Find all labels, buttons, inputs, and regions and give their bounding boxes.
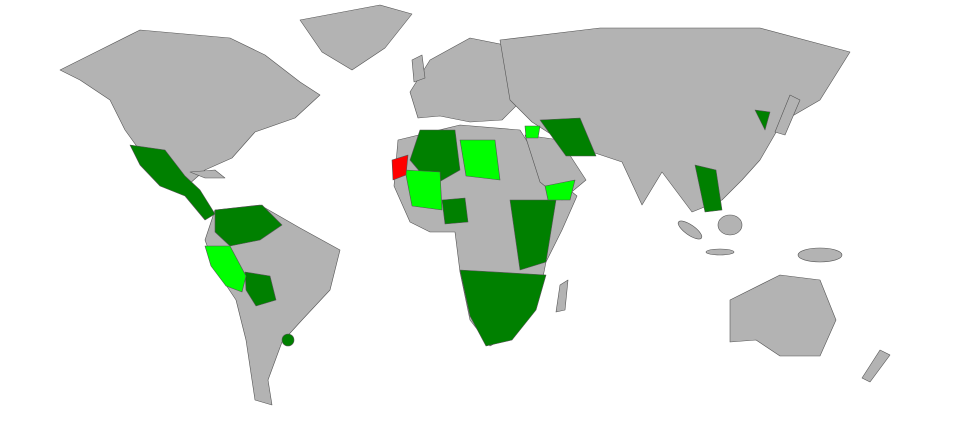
uk bbox=[411, 54, 426, 83]
southern-africa bbox=[459, 269, 547, 347]
syria bbox=[524, 125, 541, 139]
borneo bbox=[717, 214, 743, 236]
new-zealand bbox=[861, 349, 891, 383]
australia bbox=[729, 274, 837, 357]
mali-mauritania bbox=[404, 169, 443, 211]
north-korea bbox=[754, 109, 771, 131]
europe bbox=[409, 37, 523, 123]
red-layer bbox=[391, 154, 409, 181]
east-africa bbox=[509, 199, 557, 271]
dark-green-layer bbox=[129, 109, 771, 347]
north-america bbox=[59, 29, 321, 186]
libya bbox=[459, 139, 501, 181]
japan bbox=[774, 94, 801, 136]
northern-south-america bbox=[214, 204, 283, 247]
peru bbox=[204, 245, 247, 293]
bolivia bbox=[244, 271, 277, 307]
uruguay bbox=[281, 333, 295, 347]
iran bbox=[539, 117, 597, 157]
western-sahara bbox=[391, 154, 409, 181]
light-green-layer bbox=[204, 125, 576, 293]
yemen bbox=[544, 179, 576, 201]
sumatra bbox=[677, 220, 703, 240]
mexico-central-america bbox=[129, 144, 216, 221]
nigeria bbox=[441, 197, 469, 225]
cuba bbox=[189, 169, 226, 179]
greenland bbox=[299, 4, 413, 71]
java bbox=[705, 248, 735, 256]
default-land-layer bbox=[59, 4, 891, 406]
new-guinea bbox=[797, 247, 843, 263]
madagascar bbox=[555, 279, 569, 313]
vietnam-laos bbox=[694, 164, 723, 213]
